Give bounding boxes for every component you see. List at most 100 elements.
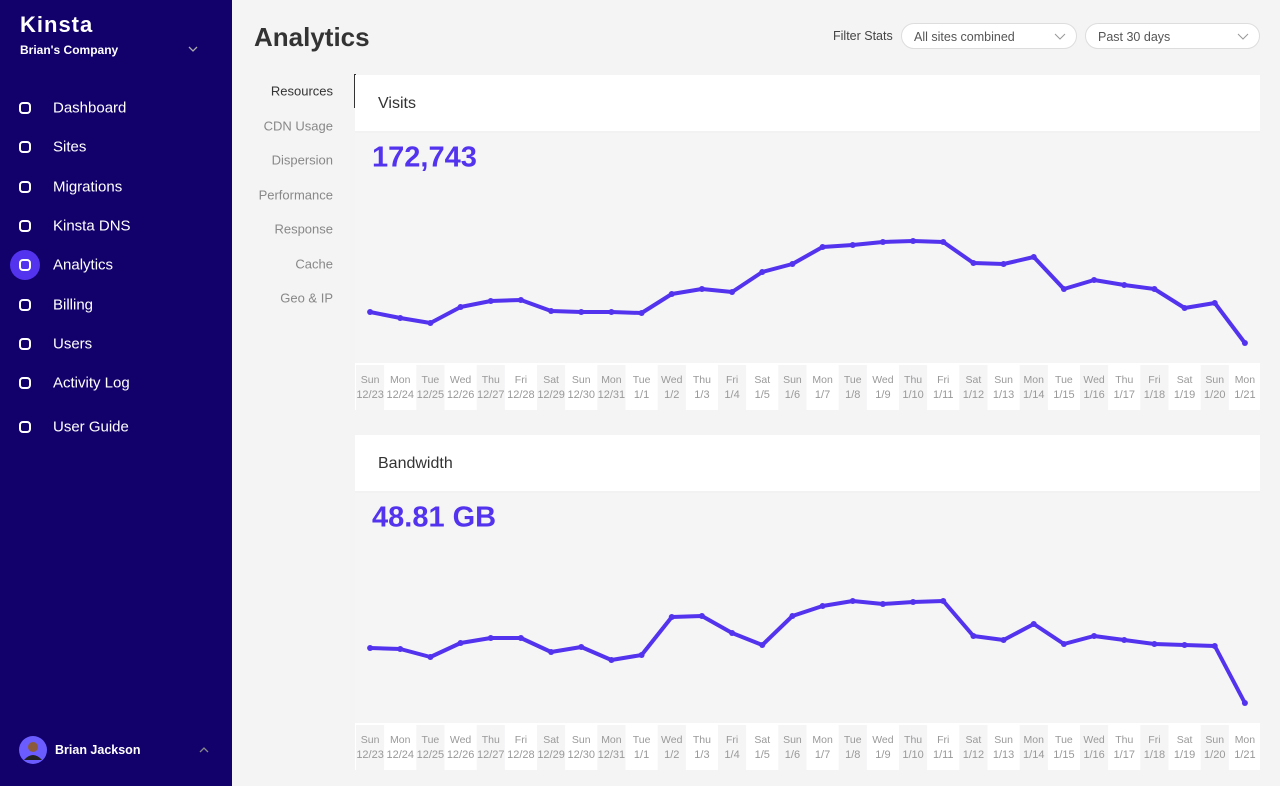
point xyxy=(427,654,434,660)
company[interactable]: Brian's Company xyxy=(20,43,119,57)
x-tick-label: 1/12 xyxy=(963,389,984,401)
submenu-item[interactable]: Geo & IP xyxy=(280,290,333,306)
day-cell xyxy=(597,365,626,410)
point xyxy=(608,309,615,315)
nav-icon xyxy=(19,220,31,232)
nav-item[interactable]: Kinsta DNS xyxy=(53,217,131,235)
x-tick-weekday: Mon xyxy=(390,734,411,746)
period-select[interactable]: Past 30 days xyxy=(1085,23,1260,49)
day-cell xyxy=(627,365,656,410)
day-cell xyxy=(748,725,777,770)
point xyxy=(879,239,886,245)
nav-item[interactable]: Analytics xyxy=(53,256,114,274)
submenu-item[interactable]: Response xyxy=(274,221,333,237)
day-cell xyxy=(1110,365,1139,410)
point xyxy=(970,633,977,639)
x-tick-weekday: Tue xyxy=(844,374,862,386)
x-tick-weekday: Mon xyxy=(1024,734,1045,746)
point xyxy=(1091,633,1098,639)
nav-item[interactable]: Billing xyxy=(53,296,94,314)
point xyxy=(1241,340,1248,346)
day-cell xyxy=(1110,725,1139,770)
x-tick-weekday: Mon xyxy=(390,374,411,386)
submenu-item[interactable]: Cache xyxy=(295,256,333,271)
x-tick-weekday: Fri xyxy=(1148,374,1160,386)
x-tick-weekday: Thu xyxy=(693,734,711,746)
x-tick-label: 12/28 xyxy=(507,389,535,401)
nav-item[interactable]: Activity Log xyxy=(53,374,130,392)
point xyxy=(970,260,977,266)
submenu-item[interactable]: Dispersion xyxy=(271,152,333,168)
day-cell xyxy=(506,365,535,410)
x-tick-label: 12/26 xyxy=(447,749,475,761)
point xyxy=(819,603,826,609)
day-cell xyxy=(959,365,988,410)
day-cell xyxy=(446,725,475,770)
x-tick-label: 1/12 xyxy=(963,749,984,761)
day-cell xyxy=(627,725,656,770)
day-cell xyxy=(416,725,445,770)
day-cell xyxy=(446,365,475,410)
plot-bg xyxy=(355,133,1260,363)
x-tick-weekday: Sat xyxy=(1177,734,1193,746)
x-tick-weekday: Thu xyxy=(482,734,500,746)
x-tick-weekday: Sat xyxy=(966,374,982,386)
user-chevron[interactable] xyxy=(199,746,209,754)
x-tick-label: 1/3 xyxy=(694,389,709,401)
avatar[interactable] xyxy=(19,736,47,764)
point xyxy=(698,613,705,619)
x-tick-weekday: Fri xyxy=(726,734,738,746)
page-title: Analytics xyxy=(254,22,370,52)
point xyxy=(1121,282,1128,288)
point xyxy=(457,640,464,646)
point xyxy=(367,309,374,315)
plot-bg xyxy=(355,493,1260,723)
x-tick-label: 1/13 xyxy=(993,749,1014,761)
x-tick-label: 1/6 xyxy=(785,749,800,761)
day-cell xyxy=(1019,365,1048,410)
brand[interactable]: Kinsta xyxy=(20,12,94,37)
x-tick-weekday: Mon xyxy=(812,374,833,386)
x-tick-weekday: Sat xyxy=(754,374,770,386)
company-chevron[interactable] xyxy=(188,45,198,53)
site-select[interactable]: All sites combined xyxy=(901,23,1077,49)
x-tick-label: 1/3 xyxy=(694,749,709,761)
x-tick-weekday: Sat xyxy=(754,734,770,746)
point xyxy=(638,652,645,658)
point xyxy=(1060,286,1067,292)
x-tick-label: 1/17 xyxy=(1114,389,1135,401)
user-name[interactable]: Brian Jackson xyxy=(55,743,141,757)
x-tick-weekday: Tue xyxy=(1055,374,1073,386)
x-tick-label: 1/18 xyxy=(1144,749,1165,761)
x-tick-label: 12/27 xyxy=(477,749,505,761)
point xyxy=(849,598,856,604)
x-tick-weekday: Wed xyxy=(872,374,894,386)
x-tick-label: 1/8 xyxy=(845,389,860,401)
nav-item[interactable]: User Guide xyxy=(53,418,129,436)
x-tick-weekday: Wed xyxy=(661,374,683,386)
x-tick-weekday: Thu xyxy=(904,734,922,746)
day-cell xyxy=(386,725,415,770)
nav-item[interactable]: Dashboard xyxy=(53,99,127,117)
x-tick-weekday: Thu xyxy=(904,374,922,386)
submenu-item[interactable]: Resources xyxy=(270,83,333,99)
x-tick-weekday: Thu xyxy=(1115,374,1133,386)
x-tick-weekday: Fri xyxy=(515,734,527,746)
nav-icon xyxy=(19,338,31,350)
point xyxy=(1030,621,1037,627)
x-tick-label: 1/14 xyxy=(1023,749,1044,761)
nav-item[interactable]: Users xyxy=(53,335,93,353)
x-tick-label: 1/16 xyxy=(1083,389,1104,401)
nav-item[interactable]: Sites xyxy=(53,138,87,156)
point xyxy=(1151,286,1158,292)
x-tick-weekday: Fri xyxy=(937,734,949,746)
x-tick-label: 1/15 xyxy=(1053,749,1074,761)
day-cell xyxy=(1049,725,1078,770)
submenu-item[interactable]: Performance xyxy=(258,187,333,202)
point xyxy=(1211,643,1218,649)
day-cell xyxy=(356,725,385,770)
x-tick-weekday: Sat xyxy=(1177,374,1193,386)
submenu-item[interactable]: CDN Usage xyxy=(263,118,333,133)
nav-item[interactable]: Migrations xyxy=(53,178,123,196)
